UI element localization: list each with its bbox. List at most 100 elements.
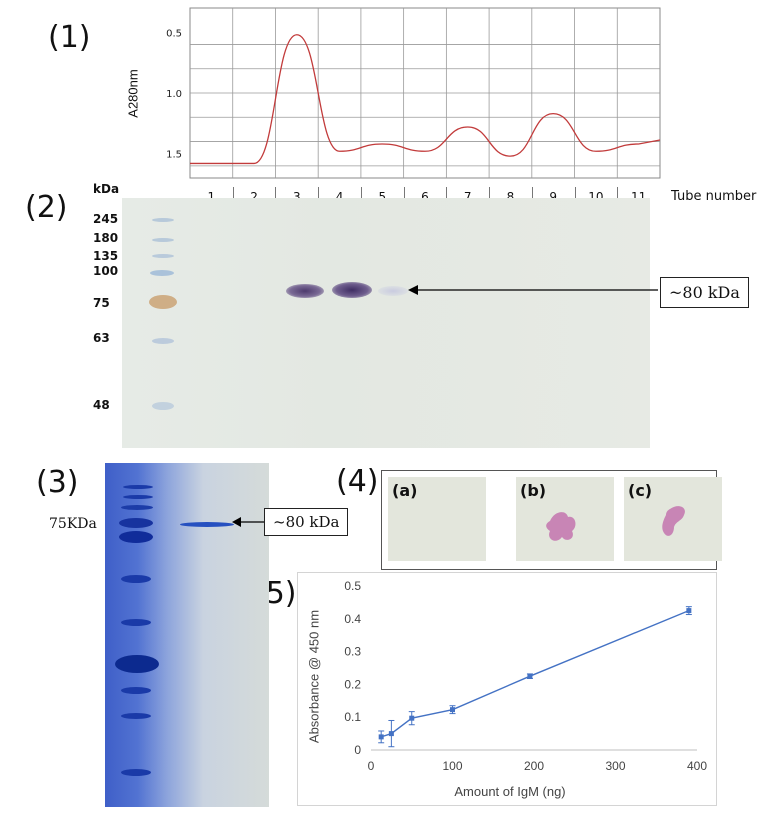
tube-separator xyxy=(489,187,491,201)
absorbance-point xyxy=(450,707,455,713)
gel-ladder-band xyxy=(123,485,153,489)
tube-label-5: 5 xyxy=(378,190,387,204)
tube-separator xyxy=(275,187,277,201)
chromatogram-ylabel: A280nm xyxy=(125,69,141,118)
absorbance-xlabel: Amount of IgM (ng) xyxy=(454,784,566,799)
gel-ladder-band-large xyxy=(115,655,159,673)
absorbance-point xyxy=(409,715,415,721)
gel-ladder-band-75b xyxy=(119,531,153,543)
ladder-band-orange xyxy=(149,295,177,309)
chromatogram-trace xyxy=(190,34,661,165)
gel-ladder-band xyxy=(121,687,151,694)
gel-ladder-band xyxy=(121,505,153,510)
sds-marker-label: 75KDa xyxy=(49,516,97,532)
absorbance-ytick: 0.2 xyxy=(344,677,361,691)
ladder-band xyxy=(152,218,174,222)
tube-label-8: 8 xyxy=(506,190,515,204)
tube-separator xyxy=(574,187,576,201)
assay-tile-c: (c) xyxy=(624,477,722,561)
tube-separator xyxy=(446,187,448,201)
ladder-band xyxy=(152,338,174,344)
assay-tile-b: (b) xyxy=(516,477,614,561)
kda-marker-100: 100 xyxy=(93,264,119,278)
absorbance-xtick: 100 xyxy=(442,759,462,773)
absorbance-point xyxy=(527,673,533,679)
absorbance-ytick: 0.5 xyxy=(344,579,361,593)
absorbance-point xyxy=(686,608,692,614)
tube-label-4: 4 xyxy=(335,190,344,204)
kda-marker-245: 245 xyxy=(93,212,119,226)
gel-ladder-band xyxy=(123,495,153,499)
ladder-band xyxy=(150,270,174,276)
gel-ladder-band xyxy=(121,769,151,776)
panel-label-2: (2) xyxy=(25,190,68,225)
absorbance-ytick: 0 xyxy=(354,743,361,757)
absorbance-ytick: 0.1 xyxy=(344,710,361,724)
absorbance-ytick: 0.3 xyxy=(344,645,361,659)
absorbance-point xyxy=(388,731,394,737)
panel-label-4: (4) xyxy=(336,464,379,499)
band-tube-3 xyxy=(286,284,324,298)
gel-ladder-band xyxy=(121,713,151,719)
assay-tile-a-label: (a) xyxy=(392,481,418,500)
absorbance-chart: 0 0.1 0.2 0.3 0.4 0.5 0 100 200 300 400 xyxy=(344,579,707,773)
gel-ladder-band xyxy=(121,619,151,626)
ladder-band xyxy=(152,402,174,410)
kda-marker-180: 180 xyxy=(93,231,119,245)
tube-separator xyxy=(232,187,234,201)
kda-marker-135: 135 xyxy=(93,249,119,263)
tube-label-2: 2 xyxy=(250,190,258,204)
absorbance-ylabel-wrap: Absorbance @ 450 nm xyxy=(303,605,325,755)
assay-tile-a: (a) xyxy=(388,477,486,561)
absorbance-xtick: 400 xyxy=(687,759,707,773)
tube-label-7: 7 xyxy=(463,190,472,204)
absorbance-xtick: 200 xyxy=(524,759,544,773)
tube-separator xyxy=(403,187,405,201)
absorbance-series-line xyxy=(380,609,690,738)
absorbance-chart-frame xyxy=(297,572,717,806)
panel-label-1: (1) xyxy=(48,20,91,55)
chromatogram-ylabel-wrap: A280nm xyxy=(118,60,148,130)
blot-arrow xyxy=(408,285,658,295)
absorbance-xtick: 0 xyxy=(368,759,375,773)
tube-label-1: 1 xyxy=(207,190,216,204)
gel-band-label: ~80 kDa xyxy=(264,508,349,536)
tube-separator xyxy=(318,187,320,201)
assay-tile-b-label: (b) xyxy=(520,481,547,500)
band-tube-4 xyxy=(332,282,372,298)
gel-ladder-band-75 xyxy=(119,518,153,528)
ladder-band xyxy=(152,238,174,242)
panel-label-3: (3) xyxy=(36,465,79,500)
assay-stain-b xyxy=(546,512,576,541)
absorbance-ytick: 0.4 xyxy=(344,612,361,626)
assay-panel: (a) (b) (c) xyxy=(381,470,722,570)
tube-label-9: 9 xyxy=(549,190,557,204)
tube-number-header: Tube number xyxy=(671,189,757,204)
band-tube-5 xyxy=(378,286,408,296)
tube-label-3: 3 xyxy=(292,190,301,204)
gel-sample-band xyxy=(180,522,234,527)
tube-label-6: 6 xyxy=(421,190,429,204)
chromatogram-ytick: 1.5 xyxy=(166,150,182,161)
tube-separator xyxy=(360,187,362,201)
kda-header: kDa xyxy=(93,182,120,196)
assay-tile-c-label: (c) xyxy=(628,481,653,500)
chromatogram-ytick: 1.0 xyxy=(166,89,182,100)
gel-arrow xyxy=(232,517,268,527)
kda-marker-75: 75 xyxy=(93,296,110,310)
gel-ladder-band xyxy=(121,575,151,583)
kda-marker-48: 48 xyxy=(93,398,110,412)
absorbance-point xyxy=(378,734,384,740)
assay-stain-c xyxy=(662,506,685,536)
absorbance-xtick: 300 xyxy=(605,759,625,773)
western-blot-membrane xyxy=(122,198,650,448)
tube-separator xyxy=(531,187,533,201)
ladder-band xyxy=(152,254,174,258)
blot-band-label: ~80 kDa xyxy=(660,277,749,308)
sds-page-gel xyxy=(105,463,269,807)
tube-separator xyxy=(617,187,619,201)
chromatogram-ytick: 0.5 xyxy=(166,28,182,39)
chromatogram-chart: 1.5 1.0 0.5 xyxy=(166,7,661,179)
kda-marker-63: 63 xyxy=(93,331,110,345)
absorbance-ylabel: Absorbance @ 450 nm xyxy=(306,609,322,744)
